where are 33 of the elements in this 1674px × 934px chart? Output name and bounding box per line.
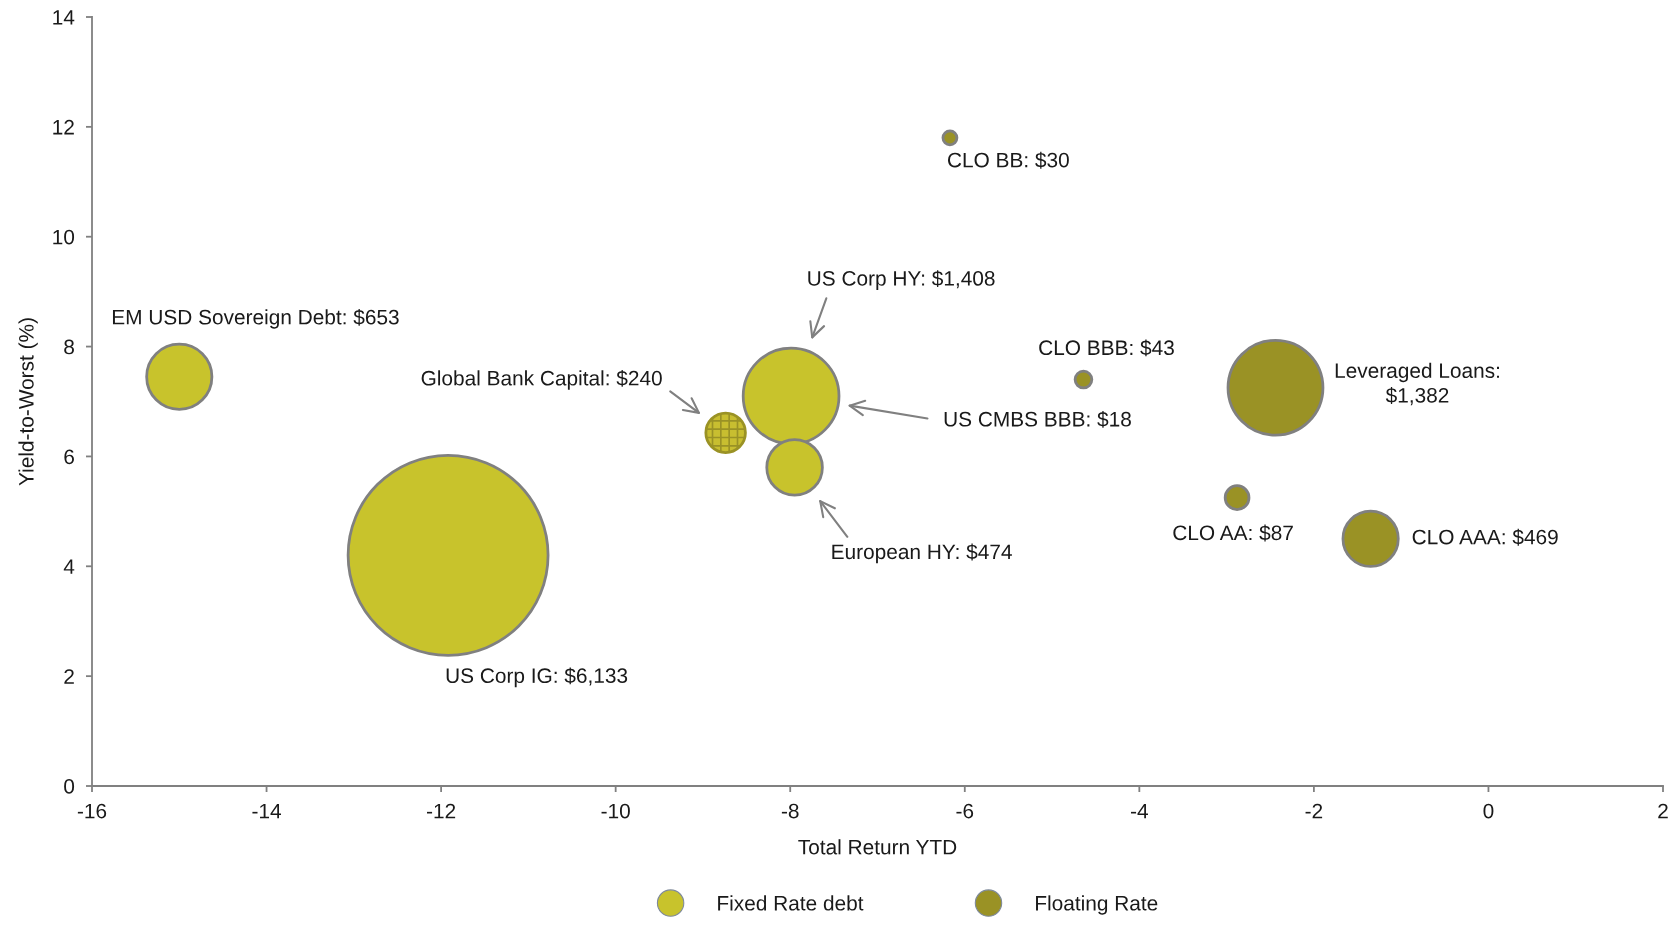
y-tick-label: 12: [53, 119, 74, 135]
x-axis-title: Total Return YTD: [798, 839, 957, 855]
data-label: EM USD Sovereign Debt: $653: [112, 308, 399, 329]
legend-label: Floating Rate: [1036, 895, 1158, 915]
x-tick-label: -16: [77, 803, 107, 819]
y-tick-label: 0: [64, 779, 75, 794]
y-tick-label: 6: [64, 449, 74, 465]
x-tick-label: -2: [1305, 803, 1323, 819]
y-axis-title: Yield-to-Worst (%): [18, 318, 38, 486]
data-label: US Corp IG: $6,133: [446, 667, 628, 688]
x-tick-label: -4: [1131, 803, 1148, 819]
data-label: CLO AAA: $469: [1412, 528, 1558, 546]
data-label: US Corp HY: $1,408: [808, 270, 995, 290]
x-tick-label: -8: [781, 803, 799, 819]
y-tick-label: 8: [64, 339, 74, 355]
y-tick-label: 10: [53, 229, 75, 245]
y-tick-label: 14: [53, 10, 75, 25]
x-tick-label: -6: [956, 803, 974, 819]
y-tick-label: 4: [63, 559, 75, 574]
x-tick-label: 2: [1658, 803, 1668, 819]
data-label: European HY: $474: [832, 543, 1012, 564]
data-label: CLO AA: $87: [1173, 524, 1293, 542]
data-label: Global Bank Capital: $240: [421, 369, 662, 390]
y-tick-label: 2: [64, 669, 74, 684]
x-tick-label: 0: [1483, 803, 1494, 819]
x-tick-label: -10: [601, 803, 630, 819]
x-tick-label: -12: [426, 803, 456, 819]
x-tick-label: -14: [252, 803, 281, 819]
annotation: US CMBS BBB: $18: [944, 410, 1131, 428]
data-label: CLO BBB: $43: [1039, 339, 1174, 357]
data-label: CLO BB: $30: [948, 151, 1069, 169]
data-label: Leveraged Loans: $1,382: [1335, 362, 1499, 406]
legend-label: Fixed Rate debt: [718, 895, 864, 911]
